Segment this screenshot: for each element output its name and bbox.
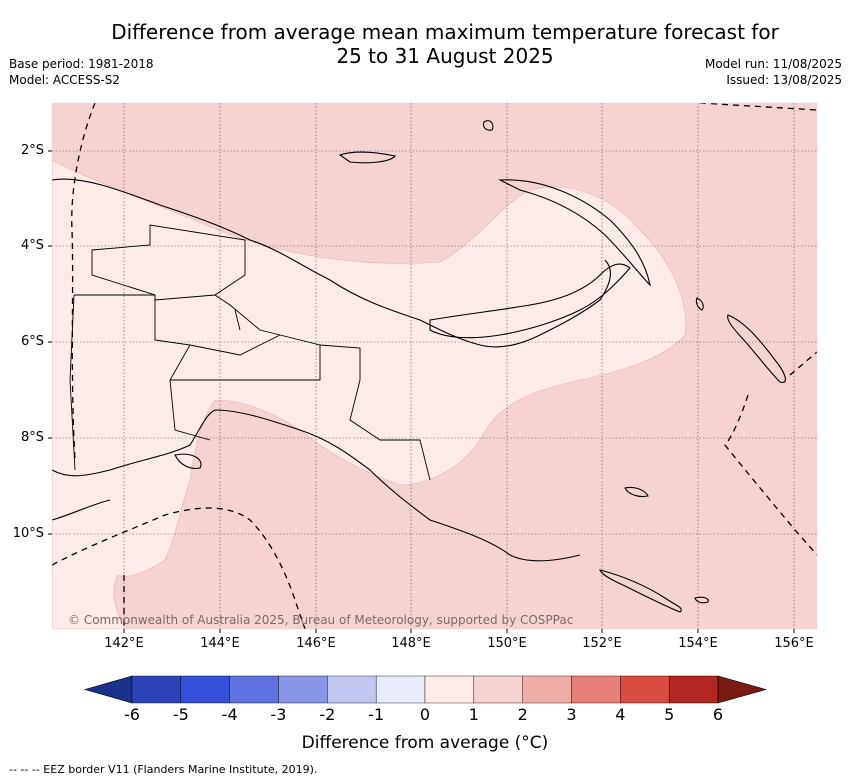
colorbar (83, 675, 768, 704)
colorbar-segment (424, 675, 475, 704)
lon-label-144e: 144°E (200, 636, 240, 651)
lon-label-156e: 156°E (774, 636, 814, 651)
lat-label-6s: 6°S (20, 334, 44, 349)
title-line-2: 25 to 31 August 2025 (336, 44, 554, 68)
lon-label-146e: 146°E (296, 636, 336, 651)
graticule (52, 103, 817, 629)
anomaly-field-0-1 (52, 159, 687, 629)
lon-label-154e: 154°E (678, 636, 718, 651)
colorbar-title: Difference from average (°C) (301, 733, 549, 753)
lon-label-150e: 150°E (487, 636, 527, 651)
eez-border (52, 103, 817, 629)
colorbar-tick-label: -3 (270, 705, 287, 724)
eez-footnote: -- -- -- EEZ border V11 (Flanders Marine… (9, 763, 318, 776)
colorbar-segment (668, 675, 719, 704)
colorbar-segment (229, 675, 279, 704)
colorbar-tick-label: 0 (419, 705, 431, 724)
lat-label-10s: 10°S (12, 526, 44, 541)
colorbar-tick-label: 4 (615, 705, 626, 724)
issued-date: Issued: 13/08/2025 (726, 73, 842, 87)
colorbar-tick-label: 2 (517, 705, 528, 724)
colorbar-segment (327, 675, 377, 704)
lat-label-2s: 2°S (20, 143, 44, 158)
map-title: Difference from average mean maximum tem… (60, 20, 830, 68)
colorbar-over-arrow (717, 675, 768, 704)
colorbar-tick-label: 3 (566, 705, 577, 724)
lat-label-8s: 8°S (20, 430, 44, 445)
model-name: Model: ACCESS-S2 (9, 73, 121, 87)
lon-label-142e: 142°E (104, 636, 144, 651)
meta-right: Model run: 11/08/2025 Issued: 13/08/2025 (705, 56, 842, 88)
copyright-notice: © Commonwealth of Australia 2025, Bureau… (68, 613, 574, 627)
lon-label-152e: 152°E (582, 636, 622, 651)
colorbar-under-arrow (83, 675, 133, 704)
colorbar-segment (180, 675, 230, 704)
colorbar-tick-label: 6 (712, 705, 724, 724)
base-period: Base period: 1981-2018 (9, 57, 154, 71)
colorbar-segment (131, 675, 182, 704)
title-line-1: Difference from average mean maximum tem… (111, 20, 779, 44)
colorbar-segment (473, 675, 523, 704)
axis-ticks (48, 150, 795, 633)
lat-label-4s: 4°S (20, 238, 44, 253)
meta-left: Base period: 1981-2018 Model: ACCESS-S2 (9, 56, 154, 88)
lon-label-148e: 148°E (391, 636, 431, 651)
colorbar-tick-label: -1 (368, 705, 385, 724)
model-run: Model run: 11/08/2025 (704, 57, 842, 71)
coastline (52, 120, 786, 613)
colorbar-segment (522, 675, 572, 704)
colorbar-tick-label: -5 (172, 705, 189, 724)
colorbar-tick-label: -2 (319, 705, 336, 724)
colorbar-tick-label: -4 (221, 705, 238, 724)
colorbar-segment (278, 675, 328, 704)
colorbar-segment (571, 675, 621, 704)
colorbar-segment (620, 675, 670, 704)
colorbar-tick-label: 1 (468, 705, 479, 724)
colorbar-tick-label: 5 (664, 705, 675, 724)
colorbar-segment (375, 675, 426, 704)
colorbar-tick-label: -6 (124, 705, 140, 724)
